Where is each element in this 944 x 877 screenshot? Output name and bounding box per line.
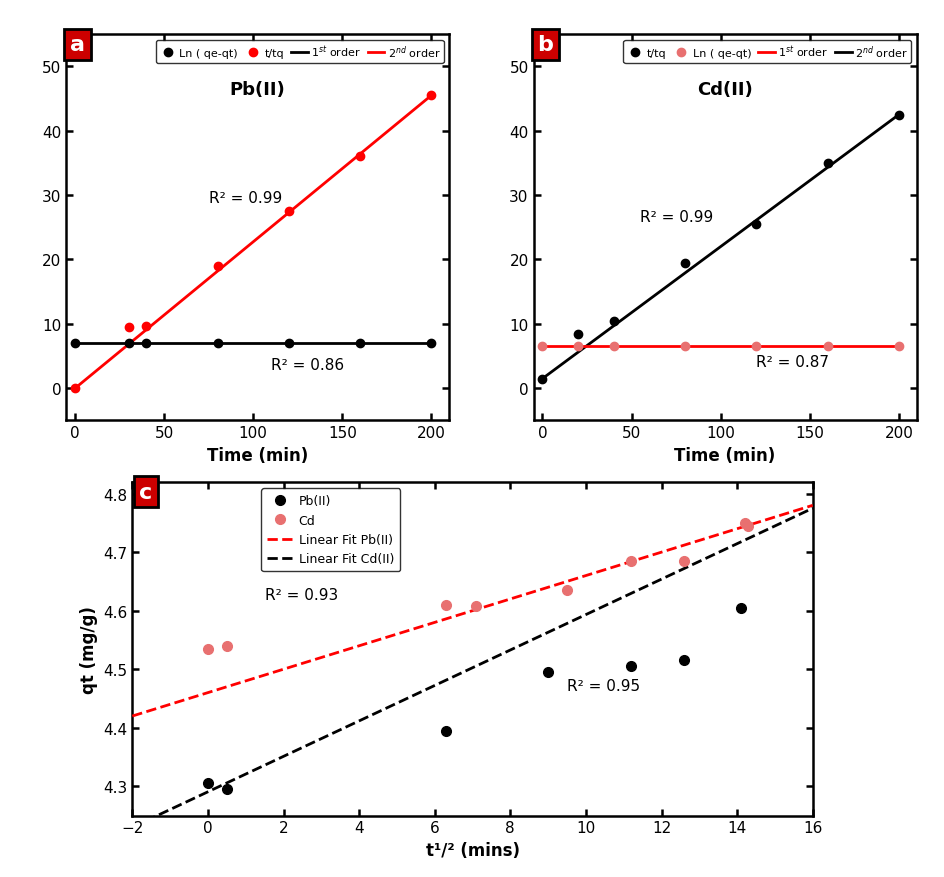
Legend: Ln ( qe-qt), t/tq, 1$^{st}$ order, 2$^{nd}$ order: Ln ( qe-qt), t/tq, 1$^{st}$ order, 2$^{n… xyxy=(156,40,444,64)
Legend: Pb(II), Cd, Linear Fit Pb(II), Linear Fit Cd(II): Pb(II), Cd, Linear Fit Pb(II), Linear Fi… xyxy=(261,488,399,572)
X-axis label: Time (min): Time (min) xyxy=(207,446,308,464)
Text: R² = 0.93: R² = 0.93 xyxy=(264,588,338,602)
Text: R² = 0.95: R² = 0.95 xyxy=(566,678,639,693)
Text: Pb(II): Pb(II) xyxy=(229,82,285,99)
Legend: t/tq, Ln ( qe-qt), 1$^{st}$ order, 2$^{nd}$ order: t/tq, Ln ( qe-qt), 1$^{st}$ order, 2$^{n… xyxy=(623,40,910,64)
X-axis label: Time (min): Time (min) xyxy=(674,446,775,464)
Y-axis label: qt (mg/g): qt (mg/g) xyxy=(79,605,97,693)
Text: R² = 0.99: R² = 0.99 xyxy=(209,190,281,205)
Text: R² = 0.99: R² = 0.99 xyxy=(640,210,713,225)
X-axis label: t¹/² (mins): t¹/² (mins) xyxy=(425,841,519,859)
Text: b: b xyxy=(537,35,552,55)
Text: c: c xyxy=(139,482,152,503)
Text: a: a xyxy=(70,35,85,55)
Text: R² = 0.86: R² = 0.86 xyxy=(271,358,344,373)
Text: R² = 0.87: R² = 0.87 xyxy=(755,354,829,369)
Text: Cd(II): Cd(II) xyxy=(697,82,752,99)
